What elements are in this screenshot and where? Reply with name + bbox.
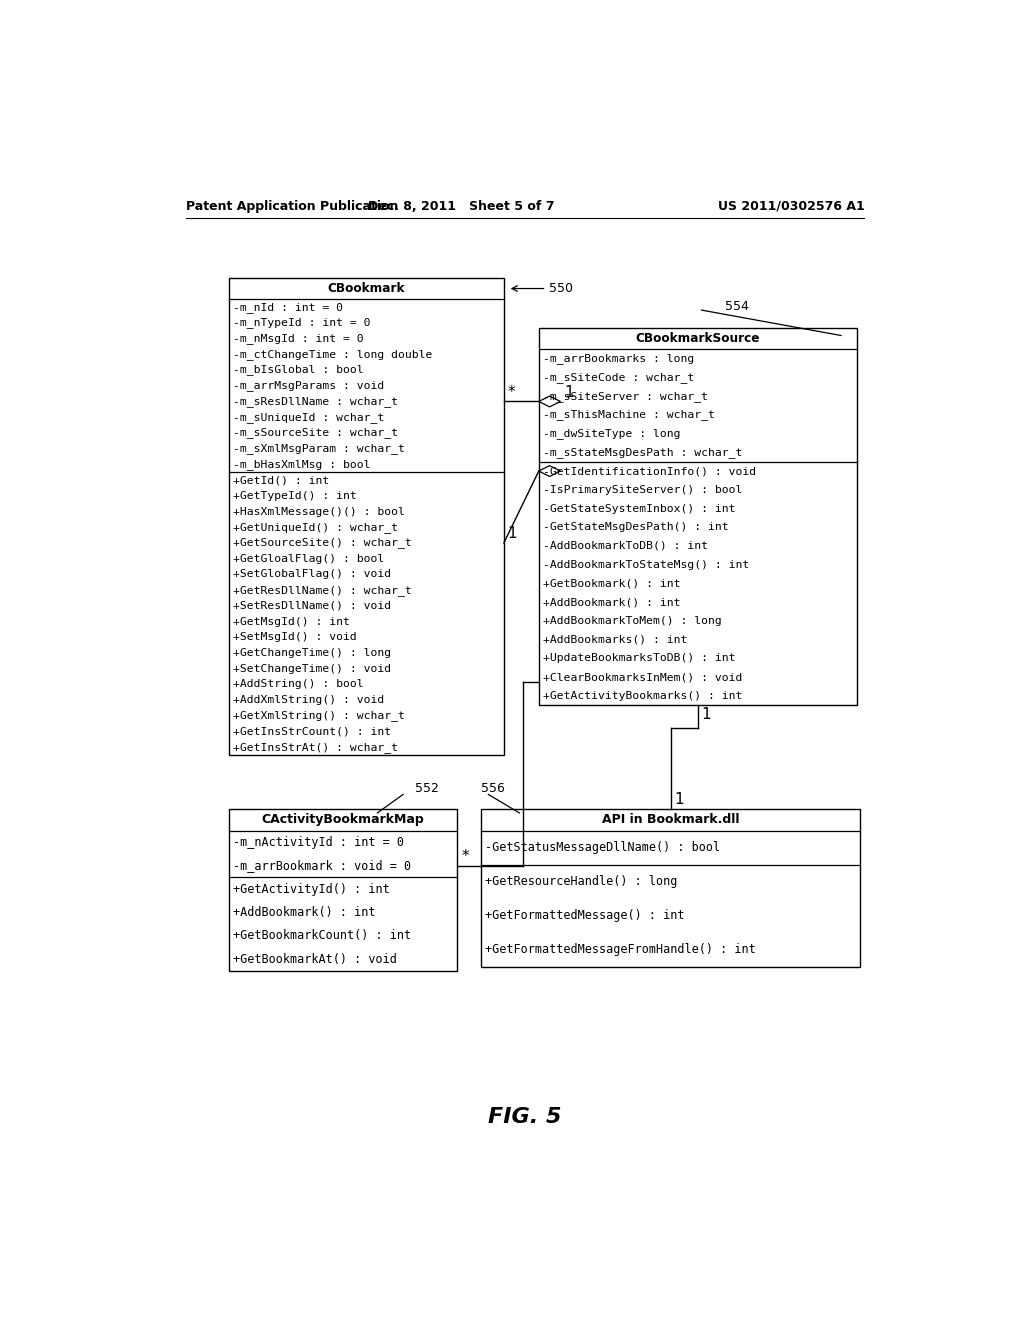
Text: *: * (508, 384, 515, 400)
Text: -AddBookmarkToStateMsg() : int: -AddBookmarkToStateMsg() : int (544, 560, 750, 570)
Text: 552: 552 (415, 781, 438, 795)
Text: -m_arrBookmarks : long: -m_arrBookmarks : long (544, 354, 694, 364)
Text: +GetActivityBookmarks() : int: +GetActivityBookmarks() : int (544, 690, 742, 701)
Text: CActivityBookmarkMap: CActivityBookmarkMap (262, 813, 424, 826)
Text: +AddBookmark() : int: +AddBookmark() : int (233, 906, 376, 919)
Bar (539, 327, 856, 705)
Text: +GetGloalFlag() : bool: +GetGloalFlag() : bool (233, 553, 385, 564)
Text: +GetXmlString() : wchar_t: +GetXmlString() : wchar_t (233, 710, 406, 721)
Text: -m_dwSiteType : long: -m_dwSiteType : long (544, 428, 681, 440)
Text: +GetResourceHandle() : long: +GetResourceHandle() : long (485, 875, 678, 888)
Text: API in Bookmark.dll: API in Bookmark.dll (602, 813, 739, 826)
Text: -m_nTypeId : int = 0: -m_nTypeId : int = 0 (233, 317, 371, 329)
Text: -m_arrBookmark : void = 0: -m_arrBookmark : void = 0 (233, 859, 412, 873)
Text: -m_ctChangeTime : long double: -m_ctChangeTime : long double (233, 348, 433, 360)
Text: +AddBookmarkToMem() : long: +AddBookmarkToMem() : long (544, 616, 722, 626)
Text: +ClearBookmarksInMem() : void: +ClearBookmarksInMem() : void (544, 672, 742, 682)
Text: US 2011/0302576 A1: US 2011/0302576 A1 (718, 199, 864, 213)
Text: 550: 550 (549, 282, 572, 296)
Text: +GetInsStrCount() : int: +GetInsStrCount() : int (233, 726, 391, 737)
Bar (228, 277, 504, 755)
Text: CBookmarkSource: CBookmarkSource (635, 333, 760, 345)
Bar (480, 809, 860, 968)
Text: +HasXmlMessage()() : bool: +HasXmlMessage()() : bool (233, 507, 406, 516)
Text: -IsPrimarySiteServer() : bool: -IsPrimarySiteServer() : bool (544, 484, 742, 495)
Text: +GetBookmarkCount() : int: +GetBookmarkCount() : int (233, 929, 412, 942)
Text: +AddString() : bool: +AddString() : bool (233, 680, 364, 689)
Text: 1: 1 (508, 527, 517, 541)
Text: -m_bIsGlobal : bool: -m_bIsGlobal : bool (233, 364, 364, 375)
Text: Dec. 8, 2011   Sheet 5 of 7: Dec. 8, 2011 Sheet 5 of 7 (368, 199, 555, 213)
Text: -m_sStateMsgDesPath : wchar_t: -m_sStateMsgDesPath : wchar_t (544, 447, 742, 458)
Text: -m_sSourceSite : wchar_t: -m_sSourceSite : wchar_t (233, 428, 398, 438)
Text: 1: 1 (675, 792, 684, 808)
Text: +SetMsgId() : void: +SetMsgId() : void (233, 632, 357, 643)
Text: 1: 1 (564, 384, 573, 400)
Text: -GetStatusMessageDllName() : bool: -GetStatusMessageDllName() : bool (485, 841, 721, 854)
Text: -m_sSiteCode : wchar_t: -m_sSiteCode : wchar_t (544, 372, 694, 383)
Text: *: * (461, 849, 469, 863)
Text: CBookmark: CBookmark (328, 282, 406, 296)
Text: -GetStateMsgDesPath() : int: -GetStateMsgDesPath() : int (544, 523, 729, 532)
Text: FIG. 5: FIG. 5 (488, 1107, 561, 1127)
Bar (228, 809, 458, 970)
Text: +UpdateBookmarksToDB() : int: +UpdateBookmarksToDB() : int (544, 653, 736, 663)
Text: -m_sUniqueId : wchar_t: -m_sUniqueId : wchar_t (233, 412, 385, 422)
Text: +GetTypeId() : int: +GetTypeId() : int (233, 491, 357, 500)
Text: -AddBookmarkToDB() : int: -AddBookmarkToDB() : int (544, 541, 709, 550)
Text: +GetMsgId() : int: +GetMsgId() : int (233, 616, 350, 627)
Text: -m_nId : int = 0: -m_nId : int = 0 (233, 302, 343, 313)
Text: +GetFormattedMessage() : int: +GetFormattedMessage() : int (485, 909, 685, 923)
Text: -m_nMsgId : int = 0: -m_nMsgId : int = 0 (233, 333, 364, 345)
Text: +SetGlobalFlag() : void: +SetGlobalFlag() : void (233, 569, 391, 579)
Text: Patent Application Publication: Patent Application Publication (186, 199, 398, 213)
Text: 554: 554 (725, 300, 749, 313)
Text: +GetSourceSite() : wchar_t: +GetSourceSite() : wchar_t (233, 537, 412, 548)
Text: +SetResDllName() : void: +SetResDllName() : void (233, 601, 391, 611)
Text: +GetId() : int: +GetId() : int (233, 475, 330, 484)
Text: +GetResDllName() : wchar_t: +GetResDllName() : wchar_t (233, 585, 412, 595)
Text: +GetChangeTime() : long: +GetChangeTime() : long (233, 648, 391, 657)
Text: -GetIdentificationInfo() : void: -GetIdentificationInfo() : void (544, 466, 757, 477)
Text: -m_sSiteServer : wchar_t: -m_sSiteServer : wchar_t (544, 391, 709, 401)
Text: -m_arrMsgParams : void: -m_arrMsgParams : void (233, 380, 385, 391)
Text: +GetBookmarkAt() : void: +GetBookmarkAt() : void (233, 953, 397, 965)
Text: +GetUniqueId() : wchar_t: +GetUniqueId() : wchar_t (233, 521, 398, 533)
Text: -m_sResDllName : wchar_t: -m_sResDllName : wchar_t (233, 396, 398, 407)
Text: +GetInsStrAt() : wchar_t: +GetInsStrAt() : wchar_t (233, 742, 398, 752)
Text: -GetStateSystemInbox() : int: -GetStateSystemInbox() : int (544, 503, 736, 513)
Text: -m_bHasXmlMsg : bool: -m_bHasXmlMsg : bool (233, 459, 371, 470)
Text: -m_sXmlMsgParam : wchar_t: -m_sXmlMsgParam : wchar_t (233, 444, 406, 454)
Text: +GetBookmark() : int: +GetBookmark() : int (544, 578, 681, 589)
Text: 1: 1 (701, 706, 711, 722)
Text: +AddBookmark() : int: +AddBookmark() : int (544, 597, 681, 607)
Text: +AddBookmarks() : int: +AddBookmarks() : int (544, 635, 688, 644)
Text: 556: 556 (480, 781, 505, 795)
Text: +GetActivityId() : int: +GetActivityId() : int (233, 883, 390, 895)
Text: +SetChangeTime() : void: +SetChangeTime() : void (233, 664, 391, 673)
Text: +AddXmlString() : void: +AddXmlString() : void (233, 696, 385, 705)
Text: -m_nActivityId : int = 0: -m_nActivityId : int = 0 (233, 836, 404, 849)
Text: -m_sThisMachine : wchar_t: -m_sThisMachine : wchar_t (544, 409, 716, 420)
Text: +GetFormattedMessageFromHandle() : int: +GetFormattedMessageFromHandle() : int (485, 944, 756, 957)
